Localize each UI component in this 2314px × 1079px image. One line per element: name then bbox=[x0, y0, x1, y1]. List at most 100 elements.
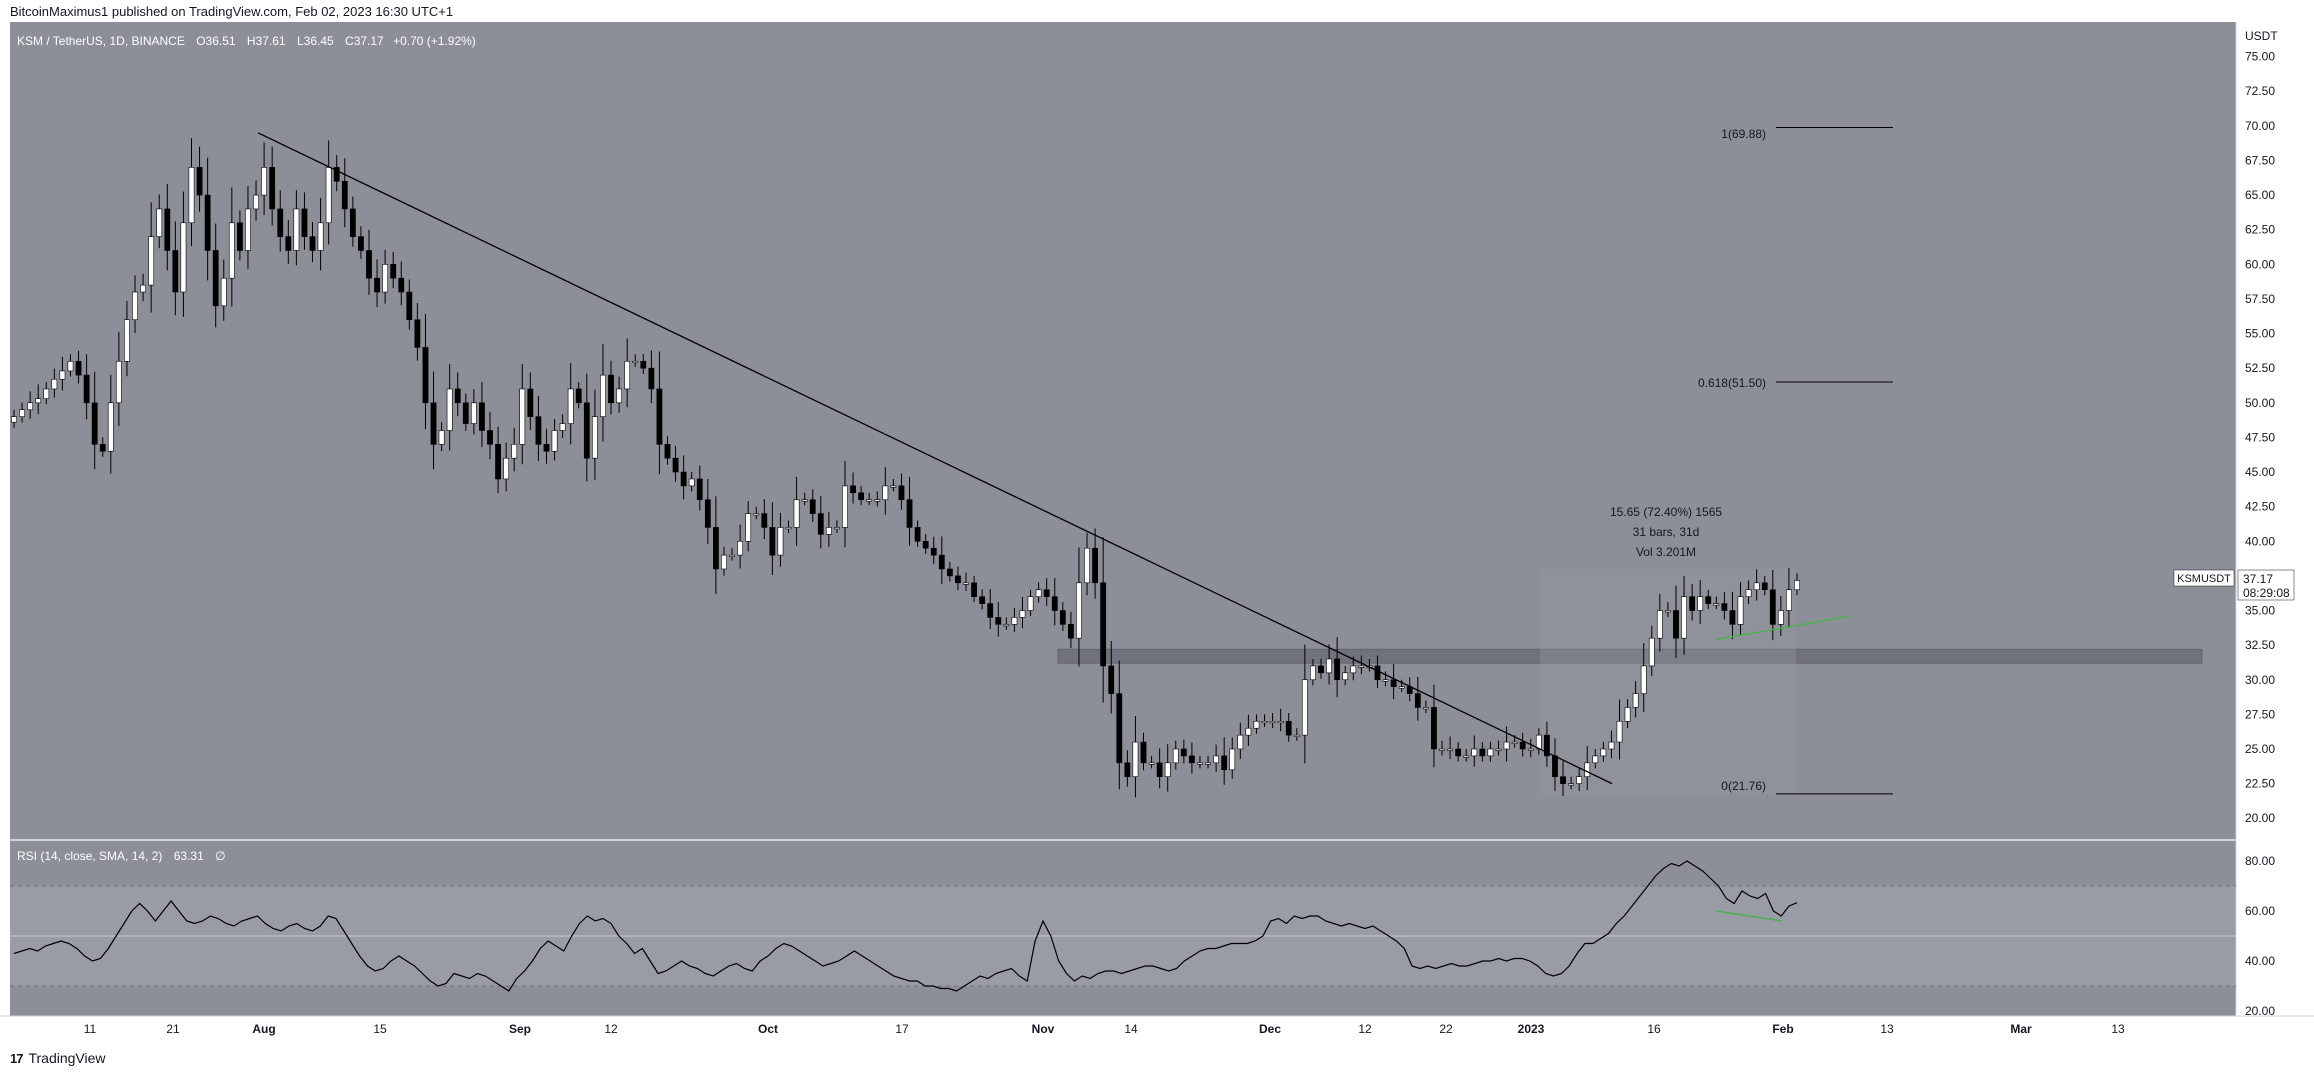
time-axis[interactable] bbox=[0, 1016, 2314, 1040]
price-tick-label: 50.00 bbox=[2245, 396, 2275, 410]
candle-up bbox=[1576, 776, 1583, 784]
candle-down bbox=[656, 388, 663, 445]
candle-down bbox=[971, 582, 977, 597]
candle-up bbox=[156, 208, 163, 237]
candle-up bbox=[27, 402, 34, 411]
candle-up bbox=[124, 319, 130, 362]
candle-down bbox=[1092, 547, 1098, 584]
candle-down bbox=[769, 527, 776, 556]
candle-down bbox=[1560, 776, 1566, 784]
candle-down bbox=[172, 250, 179, 293]
candle-up bbox=[1172, 748, 1179, 764]
legend-high: 37.61 bbox=[256, 34, 286, 48]
candle-down bbox=[75, 360, 82, 376]
candle-down bbox=[495, 444, 501, 480]
candle-up bbox=[1697, 596, 1704, 611]
candle-down bbox=[535, 416, 542, 445]
candle-down bbox=[1221, 755, 1228, 771]
candle-down bbox=[374, 277, 380, 293]
footer bbox=[0, 1040, 2314, 1079]
candle-up bbox=[616, 388, 622, 404]
candle-up bbox=[1293, 734, 1300, 737]
legend-o-label: O bbox=[196, 34, 205, 48]
candle-down bbox=[462, 402, 469, 424]
candle-down bbox=[1455, 748, 1462, 757]
candle-down bbox=[608, 374, 614, 404]
candle-up bbox=[1753, 582, 1760, 591]
candle-up bbox=[729, 554, 735, 557]
price-tick-label: 30.00 bbox=[2245, 673, 2275, 687]
candle-down bbox=[1769, 589, 1776, 625]
measure-line2: 31 bars, 31d bbox=[1633, 525, 1700, 539]
candle-up bbox=[559, 423, 566, 431]
candle-down bbox=[1431, 707, 1437, 750]
candle-up bbox=[503, 457, 510, 480]
tradingview-logo[interactable]: 17 TradingView bbox=[10, 1050, 106, 1066]
candle-down bbox=[204, 194, 211, 251]
legend-h-label: H bbox=[247, 34, 256, 48]
legend-c-label: C bbox=[345, 34, 354, 48]
candle-down bbox=[83, 374, 90, 404]
candle-up bbox=[688, 478, 695, 487]
tradingview-brand: TradingView bbox=[28, 1050, 106, 1066]
candle-up bbox=[1568, 783, 1574, 786]
chart-area[interactable]: 75.00 72.50 70.00 67.50 65.00 62.50 60.00 57.50… bbox=[0, 22, 2314, 1040]
rsi-extra: ∅ bbox=[215, 849, 225, 863]
candle-down bbox=[680, 471, 687, 487]
candle-down bbox=[1552, 755, 1558, 777]
candle-down bbox=[979, 596, 986, 604]
rsi-label: RSI (14, close, SMA, 14, 2) bbox=[17, 849, 162, 863]
candle-up bbox=[325, 167, 332, 224]
candle-up bbox=[245, 208, 251, 251]
candle-up bbox=[1148, 762, 1155, 765]
candle-up bbox=[874, 499, 881, 502]
candle-down bbox=[713, 527, 719, 570]
candle-up bbox=[1632, 693, 1639, 708]
candle-down bbox=[414, 319, 421, 348]
candle-up bbox=[600, 374, 606, 417]
candle-down bbox=[91, 402, 98, 445]
candle-up bbox=[1439, 748, 1445, 751]
candle-down bbox=[1124, 762, 1131, 777]
price-divergence-line bbox=[1715, 615, 1851, 641]
price-tick-label: 47.50 bbox=[2245, 430, 2275, 444]
candle-down bbox=[301, 208, 308, 237]
candle-up bbox=[1269, 720, 1276, 724]
rsi-tick-label: 20.00 bbox=[2245, 1004, 2275, 1018]
candle-down bbox=[1051, 596, 1058, 611]
candle-up bbox=[551, 430, 558, 452]
publisher-credit: BitcoinMaximus1 published on TradingView… bbox=[10, 4, 454, 19]
candle-up bbox=[1527, 748, 1534, 751]
legend-close: 37.17 bbox=[354, 34, 384, 48]
chart-legend: KSM / TetherUS, 1D, BINANCE O36.51 H37.6… bbox=[17, 34, 476, 48]
candle-down bbox=[309, 236, 316, 251]
candle-down bbox=[955, 575, 961, 584]
candle-up bbox=[470, 402, 477, 424]
descending-trendline bbox=[257, 132, 1613, 785]
candle-down bbox=[341, 180, 348, 210]
price-axis[interactable] bbox=[2236, 22, 2314, 1016]
legend-low: 36.45 bbox=[304, 34, 334, 48]
time-tick-label: Mar bbox=[2010, 1022, 2032, 1036]
price-tick-label: 45.00 bbox=[2245, 465, 2275, 479]
candle-up bbox=[777, 527, 784, 556]
time-tick-label: Nov bbox=[1032, 1022, 1055, 1036]
legend-open: 36.51 bbox=[206, 34, 236, 48]
candle-up bbox=[1076, 582, 1082, 639]
price-tick-label: 20.00 bbox=[2245, 811, 2275, 825]
candle-up bbox=[567, 388, 574, 424]
candle-up bbox=[1229, 748, 1236, 771]
candle-up bbox=[1487, 748, 1494, 757]
time-tick-label: Aug bbox=[252, 1022, 275, 1036]
candle-up bbox=[382, 264, 389, 293]
candle-up bbox=[632, 360, 639, 364]
candle-up bbox=[228, 222, 235, 279]
candle-up bbox=[745, 513, 752, 542]
candle-down bbox=[987, 603, 994, 618]
candle-down bbox=[1721, 603, 1728, 611]
candle-up bbox=[737, 540, 744, 556]
time-tick-label: 2023 bbox=[1518, 1022, 1545, 1036]
candle-down bbox=[285, 236, 292, 251]
price-chart-svg[interactable]: 75.00 72.50 70.00 67.50 65.00 62.50 60.00 57.50… bbox=[0, 22, 2314, 1040]
candle-up bbox=[890, 485, 897, 488]
